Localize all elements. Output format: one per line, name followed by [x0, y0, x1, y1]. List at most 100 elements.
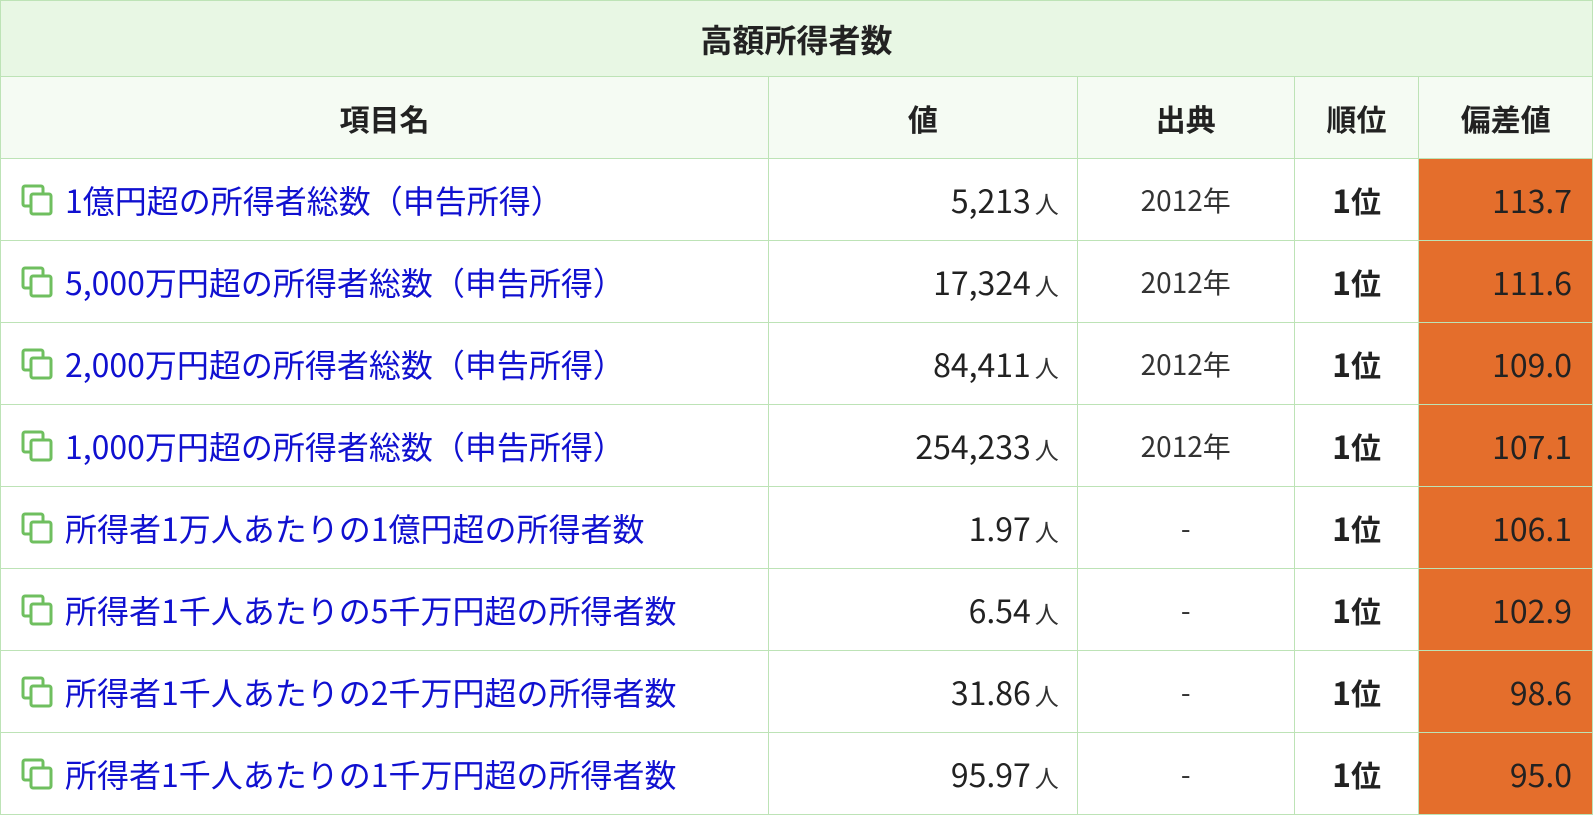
value-cell: 254,233人	[768, 405, 1077, 487]
value-number: 95.97	[951, 751, 1031, 797]
rank-unit: 位	[1351, 506, 1381, 550]
source-cell: -	[1077, 569, 1294, 651]
deviation-cell: 113.7	[1419, 159, 1593, 241]
rank-number: 1	[1332, 587, 1351, 633]
deviation-cell: 107.1	[1419, 405, 1593, 487]
table-row: 所得者1千人あたりの5千万円超の所得者数6.54人-1位102.9	[1, 569, 1593, 651]
table-row: 2,000万円超の所得者総数（申告所得）84,411人2012年1位109.0	[1, 323, 1593, 405]
value-cell: 95.97人	[768, 733, 1077, 815]
item-link[interactable]: 所得者1千人あたりの2千万円超の所得者数	[65, 669, 677, 715]
item-link[interactable]: 所得者1千人あたりの1千万円超の所得者数	[65, 751, 677, 797]
deviation-cell: 109.0	[1419, 323, 1593, 405]
col-header-deviation: 偏差値	[1419, 77, 1593, 159]
item-cell: 5,000万円超の所得者総数（申告所得）	[1, 241, 769, 323]
deviation-cell: 95.0	[1419, 733, 1593, 815]
item-link[interactable]: 所得者1千人あたりの5千万円超の所得者数	[65, 587, 677, 633]
value-number: 6.54	[969, 587, 1031, 633]
item-cell: 所得者1万人あたりの1億円超の所得者数	[1, 487, 769, 569]
item-link[interactable]: 1億円超の所得者総数（申告所得）	[65, 177, 563, 223]
col-header-item: 項目名	[1, 77, 769, 159]
compare-icon[interactable]	[19, 182, 55, 218]
rank-unit: 位	[1351, 178, 1381, 222]
item-cell: 所得者1千人あたりの1千万円超の所得者数	[1, 733, 769, 815]
rank-cell: 1位	[1294, 159, 1419, 241]
value-number: 1.97	[969, 505, 1031, 551]
deviation-cell: 102.9	[1419, 569, 1593, 651]
value-unit: 人	[1035, 431, 1059, 466]
compare-icon[interactable]	[19, 756, 55, 792]
value-number: 254,233	[915, 423, 1030, 469]
rank-cell: 1位	[1294, 733, 1419, 815]
value-cell: 5,213人	[768, 159, 1077, 241]
item-link[interactable]: 1,000万円超の所得者総数（申告所得）	[65, 423, 625, 469]
rank-cell: 1位	[1294, 405, 1419, 487]
table-title: 高額所得者数	[1, 1, 1593, 77]
value-cell: 17,324人	[768, 241, 1077, 323]
value-number: 17,324	[933, 259, 1031, 305]
item-cell: 2,000万円超の所得者総数（申告所得）	[1, 323, 769, 405]
rank-unit: 位	[1351, 752, 1381, 796]
table-row: 所得者1万人あたりの1億円超の所得者数1.97人-1位106.1	[1, 487, 1593, 569]
rank-number: 1	[1332, 423, 1351, 469]
high-income-table: 高額所得者数 項目名 値 出典 順位 偏差値 1億円超の所得者総数（申告所得） 5…	[0, 0, 1593, 815]
rank-unit: 位	[1351, 670, 1381, 714]
value-unit: 人	[1035, 513, 1059, 548]
col-header-value: 値	[768, 77, 1077, 159]
rank-unit: 位	[1351, 588, 1381, 632]
rank-cell: 1位	[1294, 569, 1419, 651]
compare-icon[interactable]	[19, 428, 55, 464]
item-link[interactable]: 2,000万円超の所得者総数（申告所得）	[65, 341, 625, 387]
rank-unit: 位	[1351, 342, 1381, 386]
table-row: 所得者1千人あたりの1千万円超の所得者数95.97人-1位95.0	[1, 733, 1593, 815]
source-cell: 2012年	[1077, 159, 1294, 241]
rank-number: 1	[1332, 669, 1351, 715]
rank-cell: 1位	[1294, 241, 1419, 323]
value-cell: 31.86人	[768, 651, 1077, 733]
rank-number: 1	[1332, 177, 1351, 223]
source-cell: -	[1077, 487, 1294, 569]
col-header-rank: 順位	[1294, 77, 1419, 159]
value-cell: 6.54人	[768, 569, 1077, 651]
value-number: 84,411	[933, 341, 1031, 387]
table-row: 所得者1千人あたりの2千万円超の所得者数31.86人-1位98.6	[1, 651, 1593, 733]
rank-cell: 1位	[1294, 651, 1419, 733]
rank-cell: 1位	[1294, 487, 1419, 569]
deviation-cell: 106.1	[1419, 487, 1593, 569]
item-cell: 所得者1千人あたりの2千万円超の所得者数	[1, 651, 769, 733]
value-number: 31.86	[951, 669, 1031, 715]
value-unit: 人	[1035, 759, 1059, 794]
rank-number: 1	[1332, 505, 1351, 551]
source-cell: 2012年	[1077, 323, 1294, 405]
rank-number: 1	[1332, 259, 1351, 305]
value-cell: 84,411人	[768, 323, 1077, 405]
compare-icon[interactable]	[19, 674, 55, 710]
col-header-source: 出典	[1077, 77, 1294, 159]
item-cell: 1,000万円超の所得者総数（申告所得）	[1, 405, 769, 487]
compare-icon[interactable]	[19, 510, 55, 546]
value-unit: 人	[1035, 349, 1059, 384]
rank-unit: 位	[1351, 260, 1381, 304]
value-cell: 1.97人	[768, 487, 1077, 569]
item-cell: 1億円超の所得者総数（申告所得）	[1, 159, 769, 241]
rank-cell: 1位	[1294, 323, 1419, 405]
item-link[interactable]: 5,000万円超の所得者総数（申告所得）	[65, 259, 625, 305]
table-row: 1,000万円超の所得者総数（申告所得）254,233人2012年1位107.1	[1, 405, 1593, 487]
rank-number: 1	[1332, 751, 1351, 797]
deviation-cell: 111.6	[1419, 241, 1593, 323]
value-unit: 人	[1035, 267, 1059, 302]
rank-unit: 位	[1351, 424, 1381, 468]
value-unit: 人	[1035, 677, 1059, 712]
source-cell: -	[1077, 651, 1294, 733]
value-unit: 人	[1035, 595, 1059, 630]
item-link[interactable]: 所得者1万人あたりの1億円超の所得者数	[65, 505, 645, 551]
source-cell: 2012年	[1077, 405, 1294, 487]
source-cell: -	[1077, 733, 1294, 815]
compare-icon[interactable]	[19, 264, 55, 300]
source-cell: 2012年	[1077, 241, 1294, 323]
item-cell: 所得者1千人あたりの5千万円超の所得者数	[1, 569, 769, 651]
table-row: 1億円超の所得者総数（申告所得）5,213人2012年1位113.7	[1, 159, 1593, 241]
rank-number: 1	[1332, 341, 1351, 387]
value-unit: 人	[1035, 185, 1059, 220]
compare-icon[interactable]	[19, 346, 55, 382]
compare-icon[interactable]	[19, 592, 55, 628]
